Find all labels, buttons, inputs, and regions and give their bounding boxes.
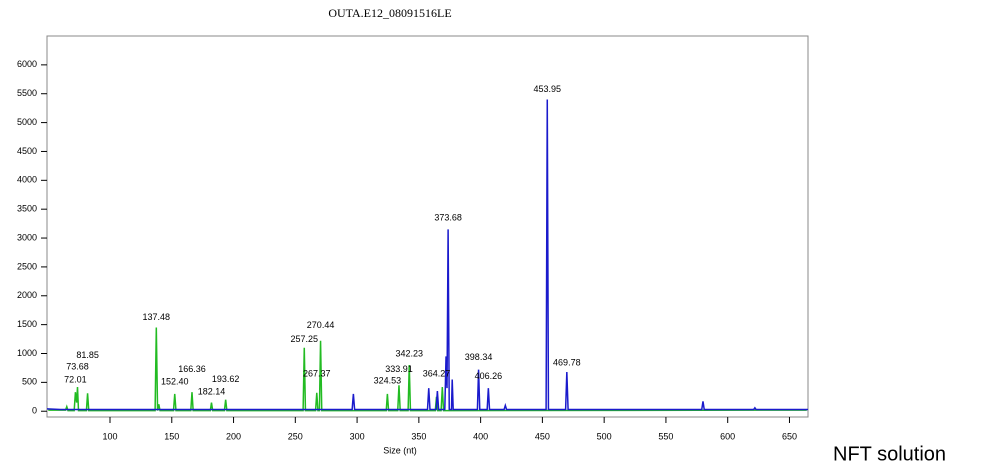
x-tick-label: 400 — [473, 431, 488, 441]
x-tick-label: 350 — [411, 431, 426, 441]
peak-label: 333.91 — [385, 364, 413, 374]
peak-label: 81.85 — [76, 350, 99, 360]
x-axis-label: Size (nt) — [383, 445, 417, 455]
peak-label: 364.27 — [423, 369, 451, 379]
y-tick-label: 4500 — [17, 146, 37, 156]
caption: NFT solution — [833, 443, 946, 465]
y-tick-label: 5000 — [17, 117, 37, 127]
peak-label: 72.01 — [64, 375, 87, 385]
peak-label: 324.53 — [374, 376, 402, 386]
peak-label: 137.48 — [143, 312, 171, 322]
x-tick-label: 600 — [720, 431, 735, 441]
x-tick-label: 550 — [658, 431, 673, 441]
peak-label: 406.26 — [475, 371, 503, 381]
peak-label: 270.44 — [307, 320, 335, 330]
trace — [48, 327, 807, 412]
peak-label: 73.68 — [66, 362, 89, 372]
peak-label: 257.25 — [291, 334, 319, 344]
peak-label: 453.95 — [534, 84, 562, 94]
x-tick-label: 150 — [164, 431, 179, 441]
chart-title: OUTA.E12_08091516LE — [328, 6, 451, 20]
x-tick-label: 200 — [226, 431, 241, 441]
y-tick-label: 3000 — [17, 232, 37, 242]
plot-frame — [46, 35, 809, 418]
peak-label: 193.62 — [212, 374, 240, 384]
y-tick-label: 3500 — [17, 204, 37, 214]
y-tick-label: 1000 — [17, 348, 37, 358]
x-tick-label: 300 — [350, 431, 365, 441]
y-tick-label: 5500 — [17, 88, 37, 98]
y-tick-label: 500 — [22, 377, 37, 387]
x-tick-label: 250 — [288, 431, 303, 441]
peak-label: 166.36 — [178, 364, 206, 374]
trace — [46, 99, 808, 411]
x-tick-label: 500 — [597, 431, 612, 441]
peak-label: 152.40 — [161, 377, 189, 387]
y-tick-label: 6000 — [17, 59, 37, 69]
peak-label: 342.23 — [395, 349, 423, 359]
y-tick-label: 2000 — [17, 290, 37, 300]
y-tick-label: 1500 — [17, 319, 37, 329]
peak-label: 373.68 — [434, 213, 462, 223]
y-tick-label: 4000 — [17, 175, 37, 185]
x-tick-label: 450 — [535, 431, 550, 441]
peak-label: 182.14 — [198, 387, 226, 397]
y-tick-label: 2500 — [17, 261, 37, 271]
x-tick-label: 650 — [782, 431, 797, 441]
peak-label: 398.34 — [465, 352, 493, 362]
x-tick-label: 100 — [102, 431, 117, 441]
peak-label: 469.78 — [553, 358, 581, 368]
y-tick-label: 0 — [32, 406, 37, 416]
peak-label: 267.37 — [303, 369, 331, 379]
